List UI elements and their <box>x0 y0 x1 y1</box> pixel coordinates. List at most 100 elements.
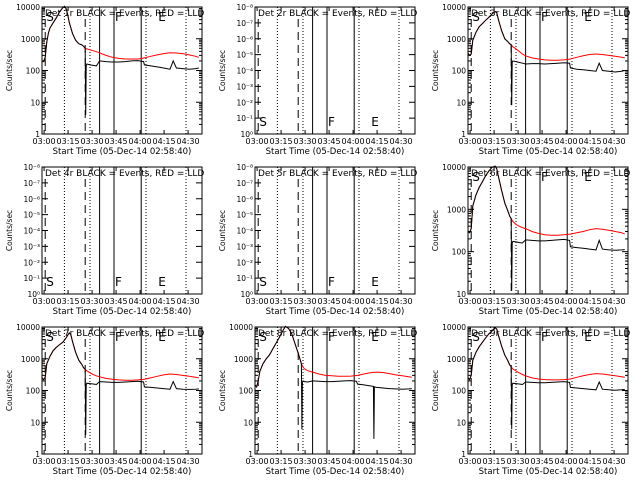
y-tick-label: 1000 <box>447 35 466 44</box>
panel-title: Det 5r BLACK = Events, RED = LLD <box>258 169 417 179</box>
y-tick-label: 100 <box>239 387 254 396</box>
flag-label-e: E <box>371 115 379 129</box>
plot-frame <box>467 326 629 455</box>
x-axis-label: Start Time (05-Dec-14 02:58:40) <box>266 467 405 477</box>
y-tick-label: 10⁻⁸ <box>236 3 253 12</box>
x-tick-label: 03:45 <box>318 457 341 466</box>
y-tick-label: 1000 <box>447 355 466 364</box>
flag-label-e: E <box>371 275 379 289</box>
x-tick-label: 03:30 <box>294 297 317 306</box>
y-tick-label: 1000 <box>234 355 253 364</box>
x-tick-label: 03:30 <box>294 457 317 466</box>
x-tick-label: 03:45 <box>318 137 341 146</box>
x-axis-label: Start Time (05-Dec-14 02:58:40) <box>53 147 192 157</box>
y-tick-label: 10⁻¹ <box>236 274 253 283</box>
y-axis-label: Counts/sec <box>218 370 227 411</box>
detector-panel-4: Det 4r BLACK = Events, RED = LLD S F E 03:00… <box>5 163 204 317</box>
flag-label-f: F <box>541 10 548 24</box>
y-tick-label: 10⁻⁶ <box>23 195 40 204</box>
y-axis-label: Counts/sec <box>5 50 14 91</box>
y-tick-label: 10⁻³ <box>236 242 253 251</box>
y-tick-label: 10⁻⁴ <box>236 227 253 236</box>
x-tick-label: 04:15 <box>153 297 176 306</box>
y-tick-label: 10000 <box>442 163 466 172</box>
y-tick-label: 10⁰ <box>27 290 40 299</box>
x-axis-label: Start Time (05-Dec-14 02:58:40) <box>266 147 405 157</box>
series-black-line <box>467 10 625 106</box>
y-tick-label: 10000 <box>229 323 253 332</box>
x-tick-label: 03:15 <box>483 297 506 306</box>
x-axis-label: Start Time (05-Dec-14 02:58:40) <box>479 467 618 477</box>
y-axis-label: Counts/sec <box>5 210 14 251</box>
x-tick-label: 04:30 <box>177 137 200 146</box>
flag-label-e: E <box>584 170 592 184</box>
x-tick-label: 04:00 <box>342 137 365 146</box>
flag-label-e: E <box>158 330 166 344</box>
y-tick-label: 10 <box>456 290 466 299</box>
y-tick-label: 10⁻² <box>236 98 253 107</box>
y-tick-label: 1000 <box>21 35 40 44</box>
flag-label-s: S <box>472 170 480 184</box>
y-axis-label: Counts/sec <box>431 50 440 91</box>
flag-label-f: F <box>541 170 548 184</box>
series-black-line <box>41 5 199 115</box>
x-tick-label: 03:00 <box>459 297 482 306</box>
x-tick-label: 03:30 <box>81 297 104 306</box>
x-tick-label: 03:30 <box>294 137 317 146</box>
panel-title: Det 8r BLACK = Events, RED = LLD <box>258 329 417 339</box>
x-tick-label: 03:15 <box>57 137 80 146</box>
x-tick-label: 03:00 <box>459 457 482 466</box>
series-black-line <box>254 325 412 439</box>
x-tick-label: 04:15 <box>366 457 389 466</box>
y-tick-label: 10⁻⁴ <box>23 227 40 236</box>
y-tick-label: 10 <box>30 98 40 107</box>
x-tick-label: 04:00 <box>342 297 365 306</box>
y-tick-label: 10 <box>243 418 253 427</box>
y-tick-label: 10⁻⁸ <box>236 163 253 172</box>
y-tick-label: 1 <box>461 130 466 139</box>
x-tick-label: 03:30 <box>507 137 530 146</box>
x-tick-label: 04:15 <box>366 297 389 306</box>
x-axis-label: Start Time (05-Dec-14 02:58:40) <box>53 307 192 317</box>
y-tick-label: 100 <box>452 248 467 257</box>
x-tick-label: 04:00 <box>555 137 578 146</box>
x-tick-label: 04:15 <box>579 457 602 466</box>
panel-title: Det 2r BLACK = Events, RED = LLD <box>258 9 417 19</box>
y-tick-label: 1000 <box>21 355 40 364</box>
flag-label-s: S <box>259 275 267 289</box>
y-axis-label: Counts/sec <box>218 210 227 251</box>
flag-label-e: E <box>158 10 166 24</box>
x-tick-label: 03:45 <box>105 297 128 306</box>
plot-frame <box>254 6 416 135</box>
flag-label-e: E <box>158 275 166 289</box>
y-tick-label: 10⁻⁷ <box>23 179 40 188</box>
x-tick-label: 04:15 <box>153 137 176 146</box>
y-tick-label: 10⁰ <box>240 130 253 139</box>
x-tick-label: 03:45 <box>531 137 554 146</box>
y-tick-label: 10 <box>30 418 40 427</box>
y-tick-label: 100 <box>26 67 41 76</box>
x-tick-label: 04:00 <box>342 457 365 466</box>
x-tick-label: 03:00 <box>246 457 269 466</box>
x-tick-label: 04:15 <box>579 137 602 146</box>
x-tick-label: 03:30 <box>507 457 530 466</box>
x-tick-label: 03:15 <box>483 457 506 466</box>
flag-label-f: F <box>328 275 335 289</box>
x-tick-label: 04:00 <box>555 457 578 466</box>
x-tick-label: 03:45 <box>531 297 554 306</box>
plot-frame <box>254 166 416 295</box>
x-tick-label: 04:30 <box>390 297 413 306</box>
x-tick-label: 04:00 <box>555 297 578 306</box>
x-tick-label: 04:15 <box>366 137 389 146</box>
flag-label-e: E <box>371 330 379 344</box>
detector-panel-5: Det 5r BLACK = Events, RED = LLD S F E 03:00… <box>218 163 417 317</box>
flag-label-s: S <box>46 330 54 344</box>
x-tick-label: 03:15 <box>270 297 293 306</box>
y-tick-label: 10⁻² <box>23 258 40 267</box>
y-tick-label: 10⁻⁶ <box>236 195 253 204</box>
y-tick-label: 10⁻⁴ <box>236 67 253 76</box>
x-tick-label: 03:30 <box>81 137 104 146</box>
flag-label-f: F <box>541 330 548 344</box>
